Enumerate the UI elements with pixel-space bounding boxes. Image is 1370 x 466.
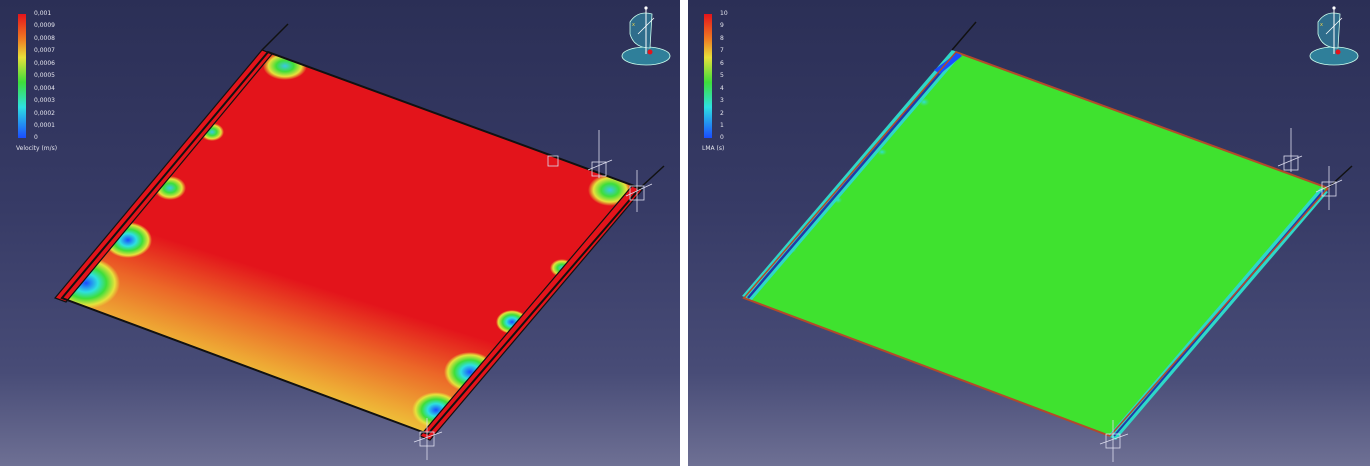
legend-tick: 0 (34, 134, 38, 141)
viewport-divider (680, 0, 688, 466)
velocity-viewport[interactable]: 0,001 0,0009 0,0008 0,0007 0,0006 0,0005… (0, 0, 680, 466)
legend-tick: 6 (720, 60, 724, 67)
velocity-legend: 0,001 0,0009 0,0008 0,0007 0,0006 0,0005… (0, 0, 120, 160)
legend-tick: 0,0002 (34, 110, 55, 117)
legend-tick: 0,0009 (34, 22, 55, 29)
compass-icon[interactable]: x (616, 4, 676, 66)
legend-tick: 0,0008 (34, 35, 55, 42)
legend-tick: 0,0006 (34, 60, 55, 67)
legend-tick: 0,0001 (34, 122, 55, 129)
legend-tick: 4 (720, 85, 724, 92)
legend-unit: Velocity (m/s) (16, 145, 58, 152)
legend-tick: 0,0005 (34, 72, 55, 79)
legend-tick: 9 (720, 22, 724, 29)
legend-tick: 10 (720, 10, 728, 17)
axis-triad-icon (413, 130, 653, 460)
lma-legend: 10 9 8 7 6 5 4 3 2 1 0 LMA (s) (688, 0, 808, 160)
legend-tick: 3 (720, 97, 724, 104)
compass-icon[interactable]: x (1304, 4, 1364, 66)
velocity-plate-view (53, 23, 665, 460)
legend-tick: 1 (720, 122, 724, 129)
svg-text:x: x (1320, 22, 1323, 28)
legend-unit: LMA (s) (702, 145, 725, 152)
legend-tick: 0 (720, 134, 724, 141)
lma-color-bar (704, 14, 712, 138)
legend-tick: 0,0003 (34, 97, 55, 104)
velocity-color-bar (18, 14, 26, 138)
legend-tick: 8 (720, 35, 724, 42)
svg-text:x: x (632, 22, 635, 28)
legend-tick: 2 (720, 110, 724, 117)
legend-tick: 0,001 (34, 10, 52, 17)
legend-tick: 7 (720, 47, 724, 54)
axis-triad-icon (1099, 128, 1343, 462)
plate-surface (742, 50, 1330, 438)
legend-tick: 0,0007 (34, 47, 55, 54)
lma-plate-view (742, 21, 1353, 462)
legend-tick: 0,0004 (34, 85, 55, 92)
legend-tick: 5 (720, 72, 724, 79)
lma-viewport[interactable]: 10 9 8 7 6 5 4 3 2 1 0 LMA (s) x (688, 0, 1370, 466)
